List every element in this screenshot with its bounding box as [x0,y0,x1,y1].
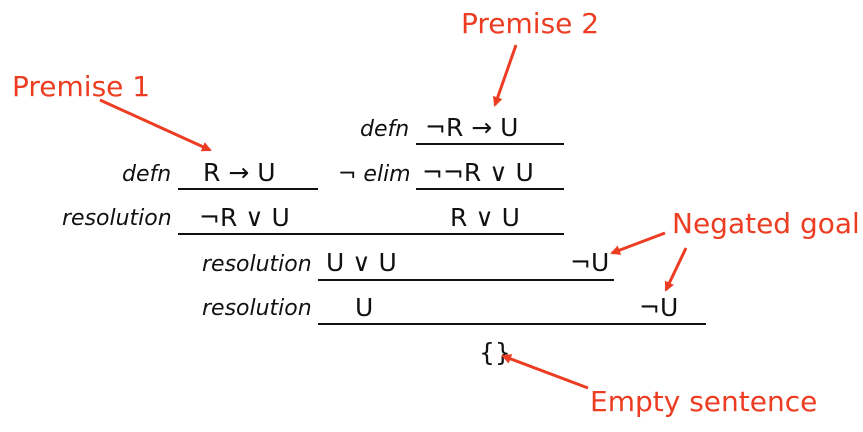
rule-label-resolution: resolution [62,206,172,231]
rule-label-defn: defn [360,117,410,142]
inference-line-resolution-1 [178,233,564,235]
annotation-premise-1: Premise 1 [12,70,151,103]
formula-negated-goal-2: ¬U [639,293,679,322]
arrow-negated-goal-1 [610,231,666,255]
rule-label-defn: defn [122,162,172,187]
formula-u-or-u: U ∨ U [326,248,397,277]
arrow-empty-sentence [501,354,589,390]
inference-line-premise2 [416,143,564,145]
annotation-empty-sentence: Empty sentence [590,385,818,418]
inference-line-not-elim [416,188,564,190]
rule-label-resolution: resolution [202,296,312,321]
arrow-negated-goal-2 [664,247,688,292]
annotation-premise-2: Premise 2 [461,7,600,40]
formula-premise-1: R → U [203,158,276,187]
formula-premise-2: ¬R → U [425,113,519,142]
formula-double-negation: ¬¬R ∨ U [422,158,534,187]
formula-negated-goal-1: ¬U [570,248,610,277]
arrow-premise-2 [492,44,518,107]
formula-r-or-u: R ∨ U [450,203,520,232]
formula-not-r-or-u: ¬R ∨ U [199,203,290,232]
formula-u: U [355,293,374,322]
inference-line-premise1 [178,188,318,190]
annotation-negated-goal: Negated goal [672,207,860,240]
rule-label-not-elim: ¬ elim [338,162,411,187]
inference-line-resolution-2 [318,279,614,281]
inference-line-resolution-3 [318,323,706,325]
arrow-premise-1 [99,98,212,152]
rule-label-resolution: resolution [202,252,312,277]
